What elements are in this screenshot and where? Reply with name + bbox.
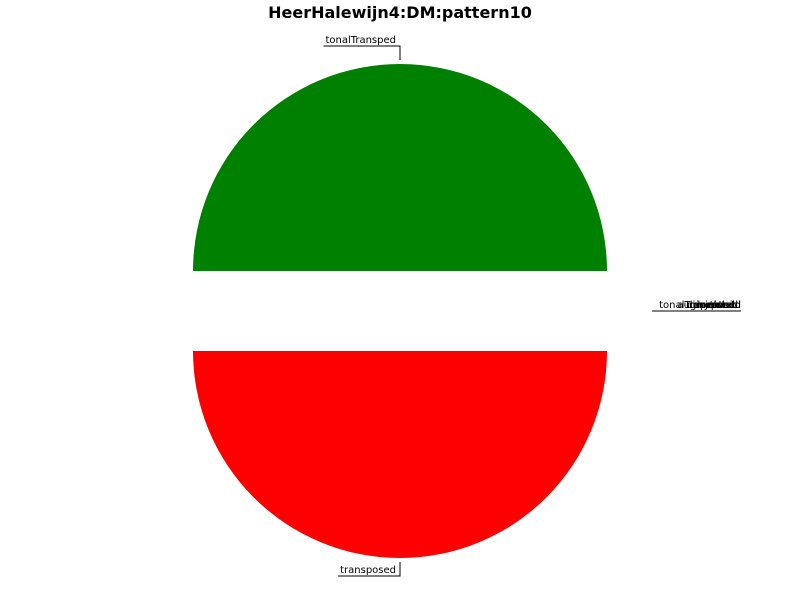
slice-label-augmented: augmented <box>678 300 735 311</box>
pie-slice-transposed <box>193 351 607 558</box>
slice-label-tonal-transposed: tonalTransposed <box>659 300 741 311</box>
leader-line-transposed <box>338 562 401 577</box>
slice-label-repeated: repeated <box>690 300 735 311</box>
slice-label-transposed: transposed <box>340 565 396 576</box>
slice-label-diminished: diminished <box>686 300 741 311</box>
pie-labels: tonalTransped transposed exacttonalTranspo… <box>323 35 741 577</box>
leader-line-tonal-transped <box>323 45 401 60</box>
pie-slices <box>193 64 607 558</box>
pie-slice-tonal-transped <box>193 64 607 271</box>
slice-label-tonal-transped: tonalTransped <box>325 35 396 46</box>
slice-label-rhythmic: rhythmic <box>694 300 738 311</box>
chart-title: HeerHalewijn4:DM:pattern10 <box>268 3 532 22</box>
slice-label-exact: exact <box>708 300 736 311</box>
slice-label-inverted: inverted <box>696 300 738 311</box>
